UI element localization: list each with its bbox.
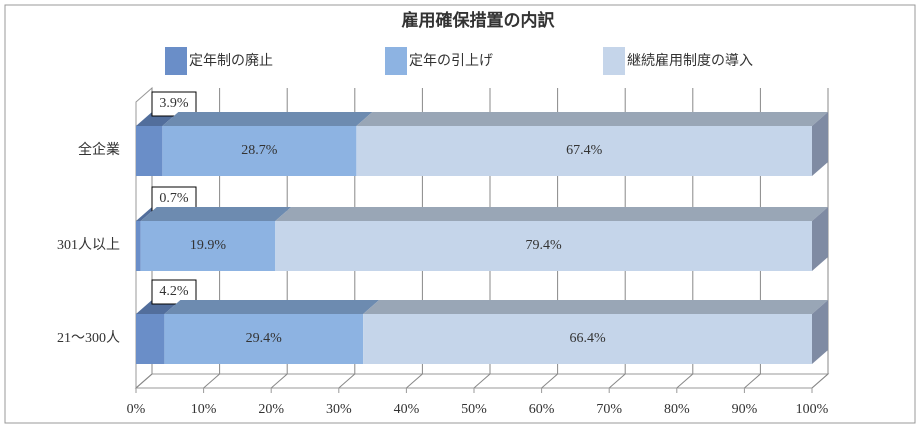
bar [363, 314, 812, 364]
x-tick-label: 40% [394, 402, 420, 417]
x-tick-label: 70% [596, 402, 622, 417]
data-label: 29.4% [246, 331, 283, 346]
x-tick-label: 100% [796, 402, 829, 417]
grid-line [744, 88, 761, 389]
x-tick-label: 60% [529, 402, 555, 417]
bar-side [812, 300, 828, 364]
grid-line [338, 88, 356, 389]
legend-swatch [603, 47, 625, 75]
bar [136, 126, 163, 176]
grid-line [608, 88, 626, 389]
bar [136, 314, 165, 364]
data-label: 67.4% [566, 143, 603, 158]
data-label: 79.4% [526, 238, 563, 253]
data-label: 28.7% [241, 143, 278, 158]
data-label: 4.2% [159, 284, 189, 299]
bar-top [275, 207, 829, 221]
x-tick-label: 20% [258, 402, 284, 417]
bar-side [812, 112, 828, 176]
bar [136, 221, 141, 271]
bar [140, 221, 276, 271]
legend-swatch [165, 47, 187, 75]
grid-line [811, 88, 829, 389]
legend-label: 継続雇用制度の導入 [627, 52, 753, 69]
data-label-box [151, 279, 197, 305]
bar-top [164, 300, 380, 314]
bar [162, 126, 357, 176]
x-tick-label: 10% [191, 402, 217, 417]
bar-top [363, 300, 828, 314]
bar [164, 314, 364, 364]
data-label: 0.7% [159, 191, 189, 206]
y-tick-label: 全企業 [78, 141, 120, 158]
data-label: 3.9% [159, 96, 189, 111]
chart-title: 雇用確保措置の内訳 [402, 10, 556, 30]
bar [356, 126, 812, 176]
x-tick-label: 50% [461, 402, 487, 417]
bar-top [356, 112, 828, 126]
grid-line [270, 88, 288, 389]
data-label: 19.9% [190, 238, 227, 253]
bar-top [162, 112, 373, 126]
bar-side [812, 207, 828, 271]
data-label: 66.4% [569, 331, 606, 346]
legend-label: 定年の引上げ [409, 53, 493, 69]
grid-line [135, 88, 153, 389]
bar-top [140, 207, 292, 221]
grid-line [541, 88, 559, 389]
x-tick-label: 90% [732, 402, 758, 417]
grid-line [473, 88, 491, 389]
grid-line [676, 88, 694, 389]
x-tick-label: 0% [127, 402, 146, 417]
bar [275, 221, 813, 271]
x-tick-label: 80% [664, 402, 690, 417]
grid-line [203, 88, 221, 389]
y-tick-label: 301人以上 [57, 237, 120, 253]
y-tick-label: 21〜300人 [57, 330, 120, 346]
legend-swatch [385, 47, 407, 75]
x-tick-label: 30% [326, 402, 352, 417]
grid-line [406, 88, 423, 389]
legend-label: 定年制の廃止 [189, 52, 273, 69]
